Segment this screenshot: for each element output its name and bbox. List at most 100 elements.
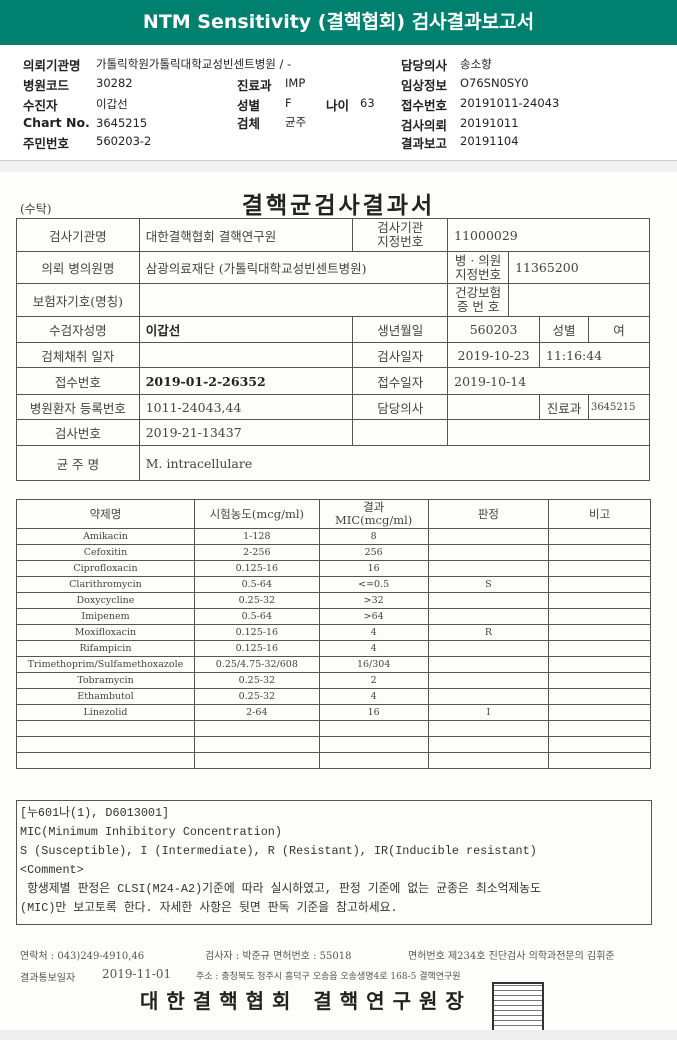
table-cell: 16 <box>318 560 429 577</box>
table-cell: 0.125-16 <box>193 640 320 657</box>
table-cell <box>318 720 429 737</box>
label: 검체채취 일자 <box>16 342 140 368</box>
clinical-label: 임상정보 <box>401 78 448 93</box>
table-cell: 256 <box>318 544 429 561</box>
comment-line: MIC(Minimum Inhibitory Concentration) <box>20 825 282 839</box>
recipient: 이갑선 <box>96 97 128 111</box>
table-cell: Doxycycline <box>16 592 195 609</box>
comment-line: [누601나(1), D6013001] <box>20 806 170 820</box>
sex: F <box>285 96 292 110</box>
value: 3645215 <box>587 394 651 420</box>
recipient-label: 수진자 <box>23 98 58 113</box>
table-row <box>16 736 651 753</box>
value: 2019-21-13437 <box>138 419 354 446</box>
value <box>447 394 541 420</box>
label: 건강보험 증 번 호 <box>447 283 510 317</box>
table-cell: 1-128 <box>193 528 320 545</box>
table-cell <box>427 592 550 609</box>
table-cell: Ethambutol <box>16 688 195 705</box>
label: 검사기관 지정번호 <box>352 218 449 252</box>
table-row: Ethambutol 0.25-32 4 <box>16 688 651 705</box>
value: 대한결핵협회 결핵연구원 <box>138 218 354 252</box>
table-cell: 4 <box>318 624 429 641</box>
table-cell <box>548 528 651 545</box>
table-cell <box>548 560 651 577</box>
table-cell <box>427 528 550 545</box>
table-cell <box>548 640 651 657</box>
address: 주소 : 충청북도 청주시 흥덕구 오송읍 오송생명4로 168-5 결핵연구원 <box>196 972 461 982</box>
table-cell <box>548 656 651 673</box>
table-cell: Rifampicin <box>16 640 195 657</box>
age: 63 <box>360 96 375 110</box>
column-header: 판정 <box>427 499 550 529</box>
table-cell: Trimethoprim/Sulfamethoxazole <box>16 656 195 673</box>
column-header: 비고 <box>548 499 651 529</box>
table-cell <box>16 720 195 737</box>
value: 560203 <box>447 316 541 343</box>
table-cell <box>548 576 651 593</box>
table-cell: 2 <box>318 672 429 689</box>
scanned-report: (수탁) 결핵균검사결과서 검사기관명 대한결핵협회 결핵연구원 검사기관 지정번호… <box>0 172 677 1032</box>
table-row: Amikacin 1-128 8 <box>16 528 651 545</box>
bottom-bar <box>0 1030 677 1040</box>
table-cell <box>193 752 320 769</box>
suta-label: (수탁) <box>20 202 52 216</box>
table-cell <box>193 736 320 753</box>
chart-no: 3645215 <box>96 116 148 130</box>
report-title: NTM Sensitivity (결핵협회) 검사결과보고서 <box>0 0 677 45</box>
table-cell: Clarithromycin <box>16 576 195 593</box>
table-cell: 0.25-32 <box>193 592 320 609</box>
table-cell: Ciprofloxacin <box>16 560 195 577</box>
comment-box: [누601나(1), D6013001] MIC(Minimum Inhibito… <box>16 800 652 925</box>
table-cell: Cefoxitin <box>16 544 195 561</box>
value <box>138 342 354 368</box>
table-cell <box>548 624 651 641</box>
table-row: Ciprofloxacin 0.125-16 16 <box>16 560 651 577</box>
label: 검사일자 <box>352 342 449 368</box>
hospital-code: 30282 <box>96 76 133 90</box>
table-cell <box>548 752 651 769</box>
table-cell: Tobramycin <box>16 672 195 689</box>
table-row: Moxifloxacin 0.125-16 4 R <box>16 624 651 641</box>
value: 삼광의료재단 (가톨릭대학교성빈센트병원) <box>138 251 449 284</box>
table-cell: S <box>427 576 550 593</box>
comment-line: 항생제별 판정은 CLSI(M24-A2)기준에 따라 실시하였고, 판정 기준… <box>20 882 541 896</box>
dept: IMP <box>285 76 306 90</box>
request-date-label: 검사의뢰 <box>401 118 448 133</box>
table-cell <box>16 736 195 753</box>
table-cell <box>16 752 195 769</box>
table-cell <box>548 592 651 609</box>
table-cell: 4 <box>318 688 429 705</box>
hospital-code-label: 병원코드 <box>23 78 70 93</box>
label: 성별 <box>539 316 589 343</box>
table-cell: 2-256 <box>193 544 320 561</box>
document-title: 결핵균검사결과서 <box>241 192 436 219</box>
table-cell: 8 <box>318 528 429 545</box>
label: 검사번호 <box>16 419 140 446</box>
table-cell: 0.5-64 <box>193 576 320 593</box>
value: 11:16:44 <box>539 342 650 368</box>
value: 2019-10-23 <box>447 342 541 368</box>
signature: 대한결핵협회 결핵연구원장 <box>140 989 472 1013</box>
table-cell: R <box>427 624 550 641</box>
dept-label: 진료과 <box>237 78 272 93</box>
report-date: 20191104 <box>460 134 519 148</box>
value: 11000029 <box>447 218 650 252</box>
comment-line: S (Susceptible), I (Intermediate), R (Re… <box>20 844 537 858</box>
table-cell <box>548 608 651 625</box>
table-row: Doxycycline 0.25-32 >32 <box>16 592 651 609</box>
table-cell: 0.125-16 <box>193 624 320 641</box>
table-cell <box>193 720 320 737</box>
clinical: O76SN0SY0 <box>460 76 529 90</box>
request-date: 20191011 <box>460 116 519 130</box>
chart-no-label: Chart No. <box>23 115 90 130</box>
table-row: Tobramycin 0.25-32 2 <box>16 672 651 689</box>
table-cell <box>548 720 651 737</box>
value <box>138 283 449 317</box>
table-cell: 0.25-32 <box>193 672 320 689</box>
request-org: 가톨릭학원가톨릭대학교성빈센트병원 / - <box>96 57 292 71</box>
comment-line: (MIC)만 보고토록 한다. 자세한 사항은 뒷면 판독 기준을 참고하세요. <box>20 901 398 915</box>
table-cell: >32 <box>318 592 429 609</box>
label: 수검자성명 <box>16 316 140 343</box>
specimen: 균주 <box>285 115 307 129</box>
